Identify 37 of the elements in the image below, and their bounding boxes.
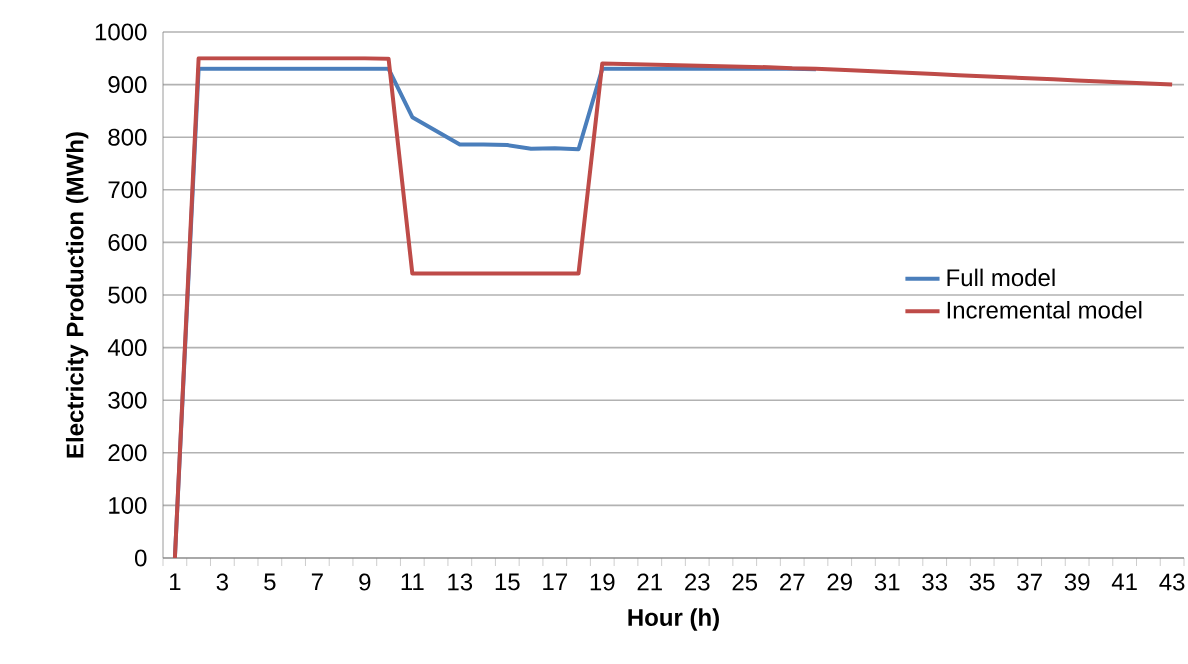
x-tick-label: 27 xyxy=(780,573,805,591)
x-tick-label: 15 xyxy=(495,573,520,591)
y-tick-label: 100 xyxy=(109,496,147,514)
y-tick-label: 900 xyxy=(108,76,147,94)
x-tick-label: 29 xyxy=(827,573,852,591)
x-axis-title: Hour (h) xyxy=(628,608,719,631)
x-tick-label: 21 xyxy=(637,573,662,591)
x-tick-label: 39 xyxy=(1064,573,1090,591)
y-tick-label: 1000 xyxy=(95,23,147,41)
x-tick-label: 33 xyxy=(922,573,947,591)
x-tick-label: 25 xyxy=(732,573,758,591)
x-tick-label: 7 xyxy=(311,573,323,591)
x-tick-label: 3 xyxy=(216,573,228,591)
legend-label: Incremental model xyxy=(947,301,1142,319)
x-tick-label: 5 xyxy=(264,573,276,591)
y-tick-label: 600 xyxy=(108,233,147,251)
y-tick-label: 400 xyxy=(107,339,147,357)
x-tick-label: 31 xyxy=(874,573,900,591)
legend-label: Full model xyxy=(947,268,1055,287)
x-tick-label: 37 xyxy=(1017,573,1042,591)
y-tick-label: 500 xyxy=(108,286,147,304)
x-tick-label: 1 xyxy=(170,573,181,591)
y-axis-title: Electricity Production (MWh) xyxy=(65,132,89,458)
y-tick-label: 200 xyxy=(108,444,147,462)
y-tick-label: 800 xyxy=(108,128,147,146)
x-tick-label: 35 xyxy=(969,573,995,591)
y-tick-label: 700 xyxy=(108,181,147,199)
x-tick-label: 41 xyxy=(1111,573,1137,591)
x-tick-label: 43 xyxy=(1159,573,1185,591)
x-tick-label: 17 xyxy=(543,573,567,591)
x-tick-label: 11 xyxy=(401,573,424,591)
y-tick-label: 0 xyxy=(134,549,147,567)
y-tick-label: 300 xyxy=(108,391,147,409)
x-tick-label: 13 xyxy=(448,573,473,591)
x-tick-label: 23 xyxy=(685,573,710,591)
x-tick-label: 19 xyxy=(590,573,615,591)
x-tick-label: 9 xyxy=(359,573,371,591)
